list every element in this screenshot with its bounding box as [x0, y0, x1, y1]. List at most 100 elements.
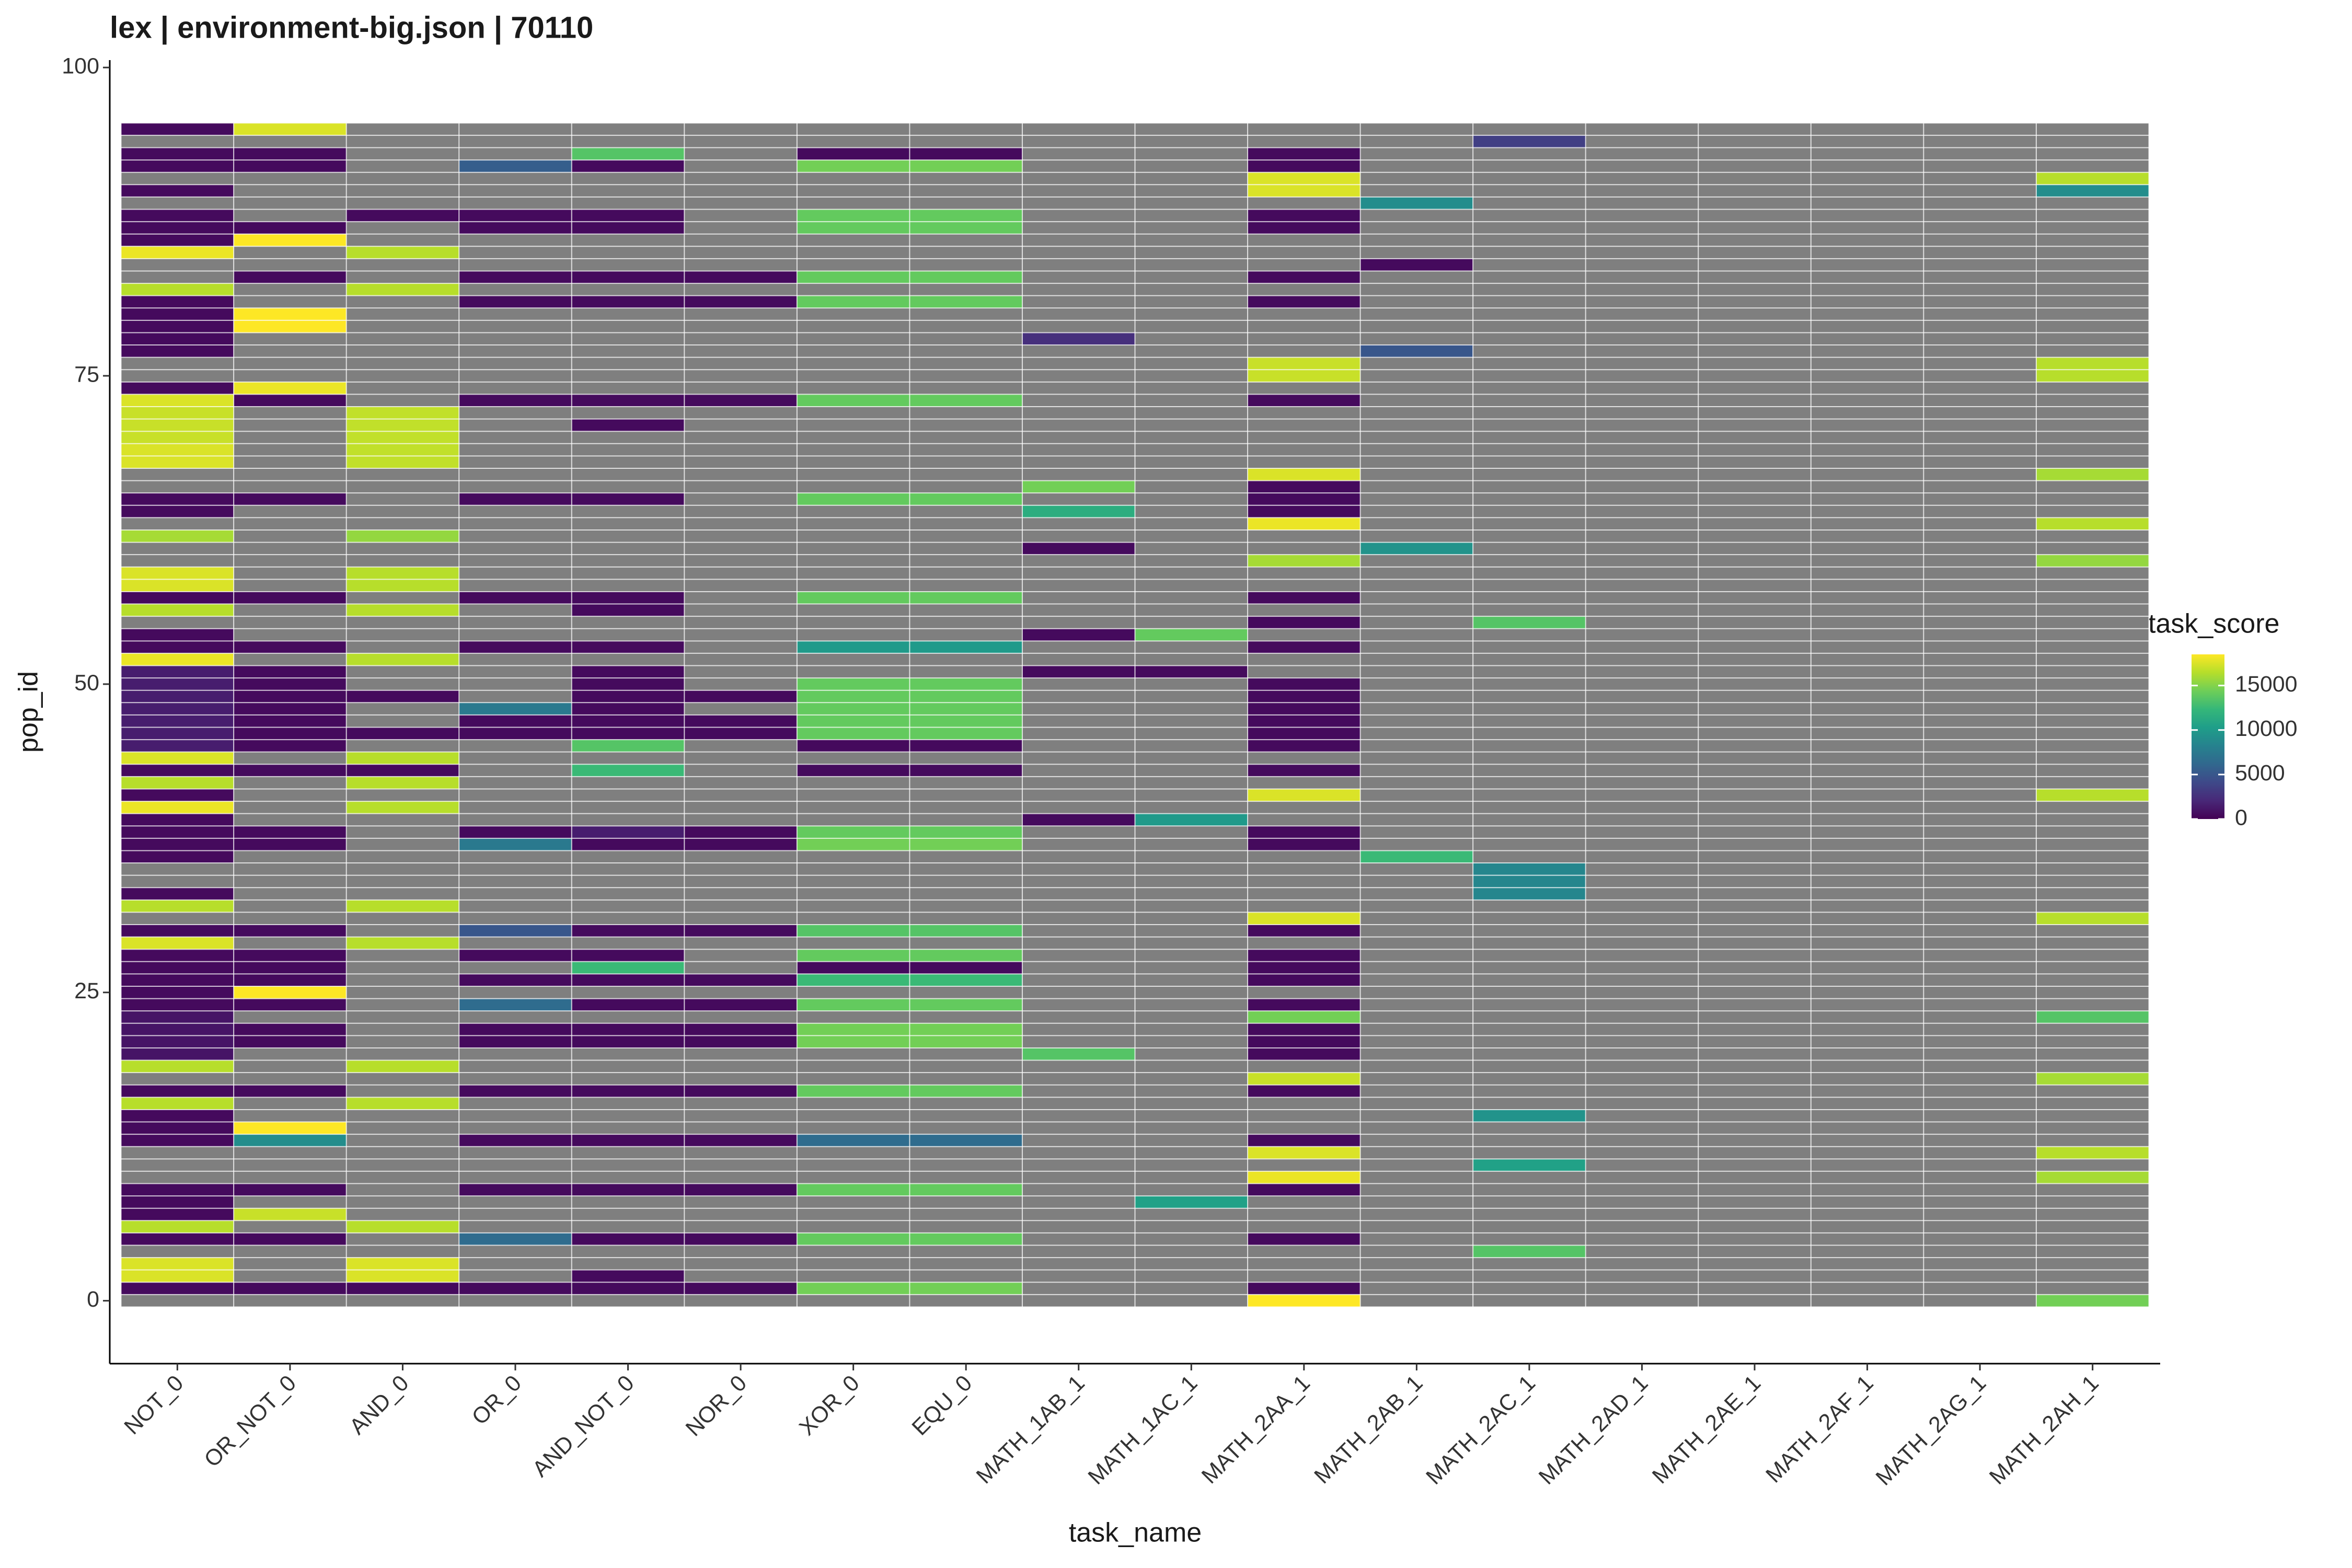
x-tick-label: MATH_1AB_1	[972, 1370, 1090, 1489]
heat-cell	[121, 1047, 234, 1060]
y-axis-title: pop_id	[14, 671, 44, 753]
heat-cell	[571, 665, 685, 678]
heat-cell	[234, 1035, 347, 1048]
legend-tick-label: 0	[2235, 805, 2247, 830]
heat-cell	[797, 764, 910, 777]
heat-cell	[459, 714, 572, 728]
heat-cell	[1248, 826, 1361, 838]
legend-title: task_score	[2148, 609, 2279, 639]
heat-cell	[909, 222, 1022, 234]
heat-cell	[909, 838, 1022, 851]
heat-cell	[797, 1232, 910, 1246]
heat-cell	[459, 838, 572, 851]
colorbar	[2192, 654, 2224, 819]
heat-cell	[234, 641, 347, 653]
x-tick-label: MATH_2AF_1	[1761, 1370, 1878, 1488]
heat-cell	[121, 591, 234, 604]
heat-cell	[684, 826, 797, 838]
heat-cell	[2036, 1171, 2149, 1184]
heat-cell	[121, 234, 234, 247]
heat-cell	[1473, 135, 1586, 148]
heat-cell	[121, 740, 234, 752]
heat-cell	[571, 147, 685, 160]
heat-cell	[1022, 542, 1135, 555]
heat-cell	[121, 937, 234, 950]
y-tick-label: 50	[74, 670, 99, 695]
heat-cell	[346, 937, 459, 950]
heat-cell	[234, 826, 347, 838]
heat-cell	[121, 295, 234, 308]
heat-cell	[797, 949, 910, 962]
heat-cell	[571, 493, 685, 505]
heat-cell	[1248, 678, 1361, 690]
heat-cell	[1248, 974, 1361, 986]
heat-cell	[346, 1258, 459, 1270]
heat-cell	[571, 740, 685, 752]
heat-cell	[684, 1035, 797, 1048]
heat-cell	[684, 271, 797, 284]
x-tick-label: MATH_2AE_1	[1647, 1370, 1766, 1489]
heat-cell	[1360, 258, 1473, 271]
heat-cell	[121, 653, 234, 666]
heat-cell	[797, 1183, 910, 1196]
heat-cell	[459, 1232, 572, 1246]
heat-cell	[234, 1183, 347, 1196]
heat-cell	[1360, 850, 1473, 863]
x-tick-label: MATH_1AC_1	[1083, 1370, 1203, 1490]
heat-cell	[684, 925, 797, 937]
heat-cell	[346, 443, 459, 456]
x-tick-label: MATH_2AA_1	[1197, 1370, 1315, 1489]
heat-cell	[234, 838, 347, 851]
heat-cell	[571, 1035, 685, 1048]
heat-cell	[121, 283, 234, 296]
heat-cell	[121, 665, 234, 678]
heat-cell	[2036, 789, 2149, 802]
heat-cell	[1473, 875, 1586, 888]
heat-cell	[1022, 665, 1135, 678]
heat-cell	[346, 1060, 459, 1073]
heat-cell	[1248, 1282, 1361, 1295]
x-tick-label: MATH_2AD_1	[1534, 1370, 1653, 1490]
heat-cell	[571, 714, 685, 728]
heat-cell	[459, 702, 572, 715]
heat-cell	[797, 591, 910, 604]
heat-cell	[797, 1134, 910, 1147]
heat-cell	[459, 271, 572, 284]
heat-cell	[571, 1232, 685, 1246]
heat-cell	[909, 826, 1022, 838]
heat-cell	[121, 1258, 234, 1270]
heat-cell	[121, 1220, 234, 1233]
heat-cell	[797, 295, 910, 308]
heat-cell	[121, 690, 234, 703]
heat-cell	[346, 1282, 459, 1295]
heat-cell	[571, 925, 685, 937]
heat-cell	[234, 678, 347, 690]
x-tick-label: NOR_0	[681, 1370, 752, 1441]
heat-cell	[909, 1085, 1022, 1098]
heat-cell	[1248, 1073, 1361, 1085]
heat-cell	[571, 998, 685, 1011]
heat-cell	[121, 998, 234, 1011]
heat-cell	[234, 727, 347, 740]
heat-cell	[1248, 1047, 1361, 1060]
heat-cell	[121, 925, 234, 937]
heat-cell	[1248, 1134, 1361, 1147]
heat-cell	[121, 838, 234, 851]
heat-cell	[234, 665, 347, 678]
heat-cell	[121, 1060, 234, 1073]
heat-cell	[1473, 887, 1586, 900]
heat-cell	[1248, 517, 1361, 530]
heat-cell	[2036, 357, 2149, 370]
heat-cell	[1022, 505, 1135, 518]
heat-cell	[346, 764, 459, 777]
heat-cell	[1248, 1146, 1361, 1159]
heat-cell	[121, 529, 234, 543]
heat-cell	[571, 702, 685, 715]
heat-cell	[121, 382, 234, 395]
heat-cell	[346, 1097, 459, 1110]
heat-cell	[571, 591, 685, 604]
heat-cell	[909, 591, 1022, 604]
heat-cell	[909, 1035, 1022, 1048]
heat-cell	[1248, 1035, 1361, 1048]
